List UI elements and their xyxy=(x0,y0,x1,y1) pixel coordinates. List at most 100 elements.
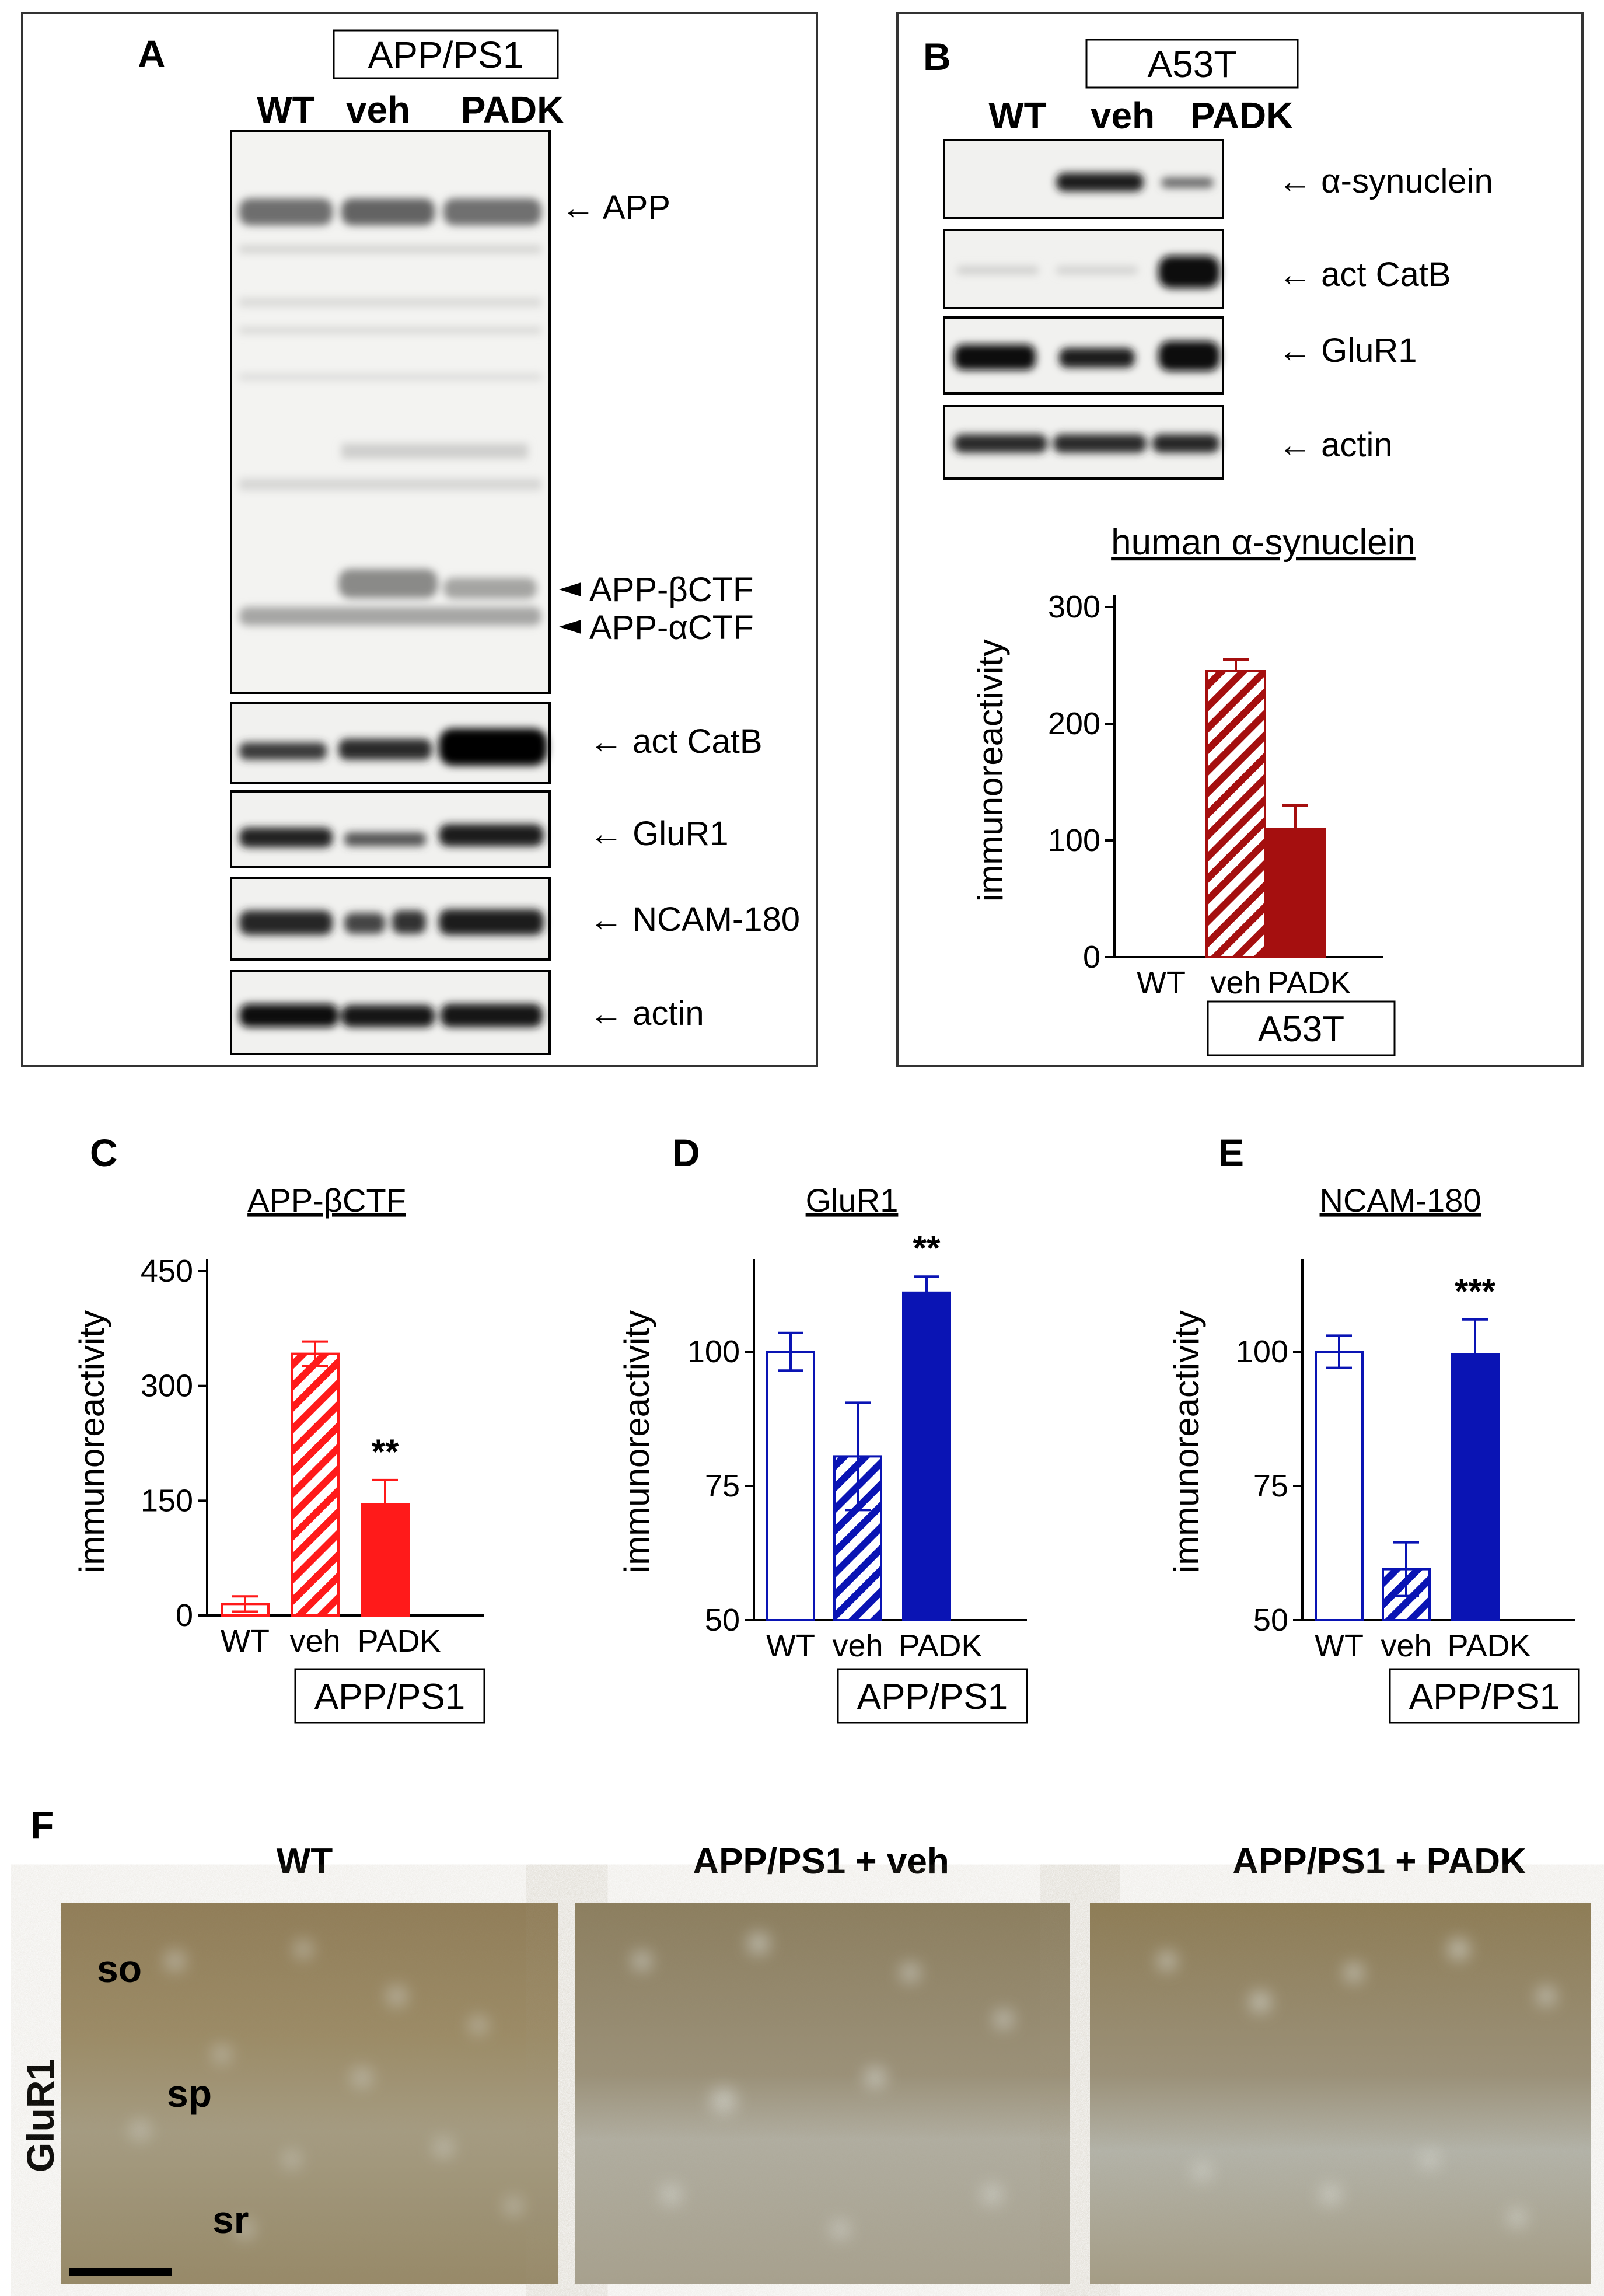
group-label: A53T xyxy=(1258,1009,1344,1049)
panel-e-letter: E xyxy=(1218,1131,1244,1174)
micrograph-app-padk xyxy=(1090,1903,1591,2284)
panel-d-letter: D xyxy=(672,1131,700,1174)
y-tick-label: 100 xyxy=(1236,1334,1288,1369)
x-tick-label: PADK xyxy=(899,1628,982,1663)
blot-a-glur1 xyxy=(230,790,551,868)
panel-b-lane-wt: WT xyxy=(988,95,1047,137)
label-a-actin: ← actin xyxy=(589,995,704,1032)
x-tick-label: veh xyxy=(1210,965,1261,1000)
label-app: ← APP xyxy=(561,189,670,226)
y-axis-title: immunoreactivity xyxy=(72,1310,111,1573)
y-tick-label: 300 xyxy=(141,1369,193,1404)
significance-marker: ** xyxy=(913,1229,941,1268)
group-label: APP/PS1 xyxy=(857,1677,1008,1717)
panel-c-letter: C xyxy=(90,1131,118,1174)
y-tick-label: 450 xyxy=(141,1254,193,1289)
scale-bar xyxy=(69,2268,172,2276)
panel-b-letter: B xyxy=(923,35,951,78)
x-tick-label: veh xyxy=(1381,1628,1431,1663)
arrowhead-beta-ctf xyxy=(559,582,581,596)
group-label: APP/PS1 xyxy=(314,1677,465,1717)
y-tick-label: 75 xyxy=(1253,1468,1288,1503)
micrograph-title-veh: APP/PS1 + veh xyxy=(693,1841,949,1882)
group-label-box xyxy=(837,1668,1028,1724)
arrowhead-alpha-ctf xyxy=(559,620,581,634)
micrograph-wt: so sp sr xyxy=(61,1903,558,2284)
bar-padk xyxy=(361,1503,410,1617)
chart-b-title: human α-synuclein xyxy=(1111,522,1416,563)
x-tick-label: PADK xyxy=(357,1624,441,1659)
bar-veh xyxy=(1205,670,1266,958)
blot-b-glur1 xyxy=(943,316,1224,395)
y-tick-label: 0 xyxy=(176,1598,193,1633)
x-tick-label: PADK xyxy=(1267,965,1351,1000)
y-tick-label: 100 xyxy=(687,1334,740,1369)
significance-marker: *** xyxy=(1455,1272,1496,1311)
label-app-beta-ctf: APP-βCTF xyxy=(589,571,753,609)
bar-veh xyxy=(291,1352,340,1617)
chart-d: GluR1 50 75 100 immunoreactivity WT veh PADK ** A… xyxy=(617,1182,1028,1724)
bar-padk xyxy=(1265,828,1326,958)
bar-wt xyxy=(766,1351,815,1621)
micrograph-app-veh xyxy=(575,1903,1070,2284)
chart-e-title: NCAM-180 xyxy=(1320,1182,1481,1219)
panel-a-lane-veh: veh xyxy=(346,89,410,131)
significance-marker: ** xyxy=(372,1432,399,1471)
y-axis-title: immunoreactivity xyxy=(617,1310,656,1573)
region-sp: sp xyxy=(167,2072,212,2115)
y-tick-label: 50 xyxy=(705,1603,740,1638)
panel-a-lane-padk: PADK xyxy=(461,89,564,131)
region-so: so xyxy=(97,1947,142,1990)
panel-a: A APP/PS1 WT veh PADK ← APP xyxy=(21,12,818,1067)
panel-b-lane-veh: veh xyxy=(1091,95,1155,137)
panel-a-group-label: APP/PS1 xyxy=(368,34,524,76)
y-axis-title: immunoreactivity xyxy=(971,639,1010,902)
x-tick-label: WT xyxy=(766,1628,815,1663)
y-tick-label: 100 xyxy=(1048,823,1100,858)
blot-b-syn xyxy=(943,139,1224,219)
panel-f-letter: F xyxy=(30,1803,54,1847)
band-ctf-beta-veh xyxy=(338,569,438,598)
band-app-veh xyxy=(341,198,435,225)
row-label-glur1: GluR1 xyxy=(19,2059,62,2172)
panel-f: F WT APP/PS1 + veh APP/PS1 + PADK GluR1 … xyxy=(19,1803,1591,2284)
micrograph-title-padk: APP/PS1 + PADK xyxy=(1232,1841,1526,1882)
label-a-catb: ← act CatB xyxy=(589,723,763,760)
group-label-box xyxy=(1389,1668,1580,1724)
chart-b: human α-synuclein 0 100 200 300 immunoreactiv… xyxy=(971,522,1416,1056)
y-tick-label: 75 xyxy=(705,1468,740,1503)
blot-b-actin xyxy=(943,405,1224,480)
x-tick-label: WT xyxy=(1315,1628,1364,1663)
panel-b: B A53T WT veh PADK ← α-synuclein ← act C… xyxy=(896,12,1584,1067)
group-label: APP/PS1 xyxy=(1409,1677,1560,1717)
group-label-box xyxy=(1207,1000,1396,1056)
chart-d-title: GluR1 xyxy=(806,1182,899,1219)
region-sr: sr xyxy=(212,2198,249,2241)
label-a-glur1: ← GluR1 xyxy=(589,815,729,853)
y-tick-label: 50 xyxy=(1253,1603,1288,1638)
y-axis-title: immunoreactivity xyxy=(1167,1310,1206,1573)
label-b-glur1: ← GluR1 xyxy=(1278,332,1417,369)
panel-b-lane-padk: PADK xyxy=(1190,95,1294,137)
label-b-actin: ← actin xyxy=(1278,426,1393,464)
label-a-ncam: ← NCAM-180 xyxy=(589,901,800,938)
x-tick-label: veh xyxy=(832,1628,883,1663)
y-tick-label: 0 xyxy=(1083,940,1100,975)
label-app-alpha-ctf: APP-αCTF xyxy=(589,609,754,647)
panel-b-group-label: A53T xyxy=(1148,43,1237,85)
blot-b-catb xyxy=(943,229,1224,309)
x-tick-label: PADK xyxy=(1447,1628,1530,1663)
group-label-box xyxy=(294,1668,485,1724)
chart-c-title: APP-βCTF xyxy=(247,1182,406,1219)
label-b-catb: ← act CatB xyxy=(1278,256,1451,294)
x-tick-label: WT xyxy=(221,1624,270,1659)
band-ctf-alpha xyxy=(239,607,541,626)
label-b-syn: ← α-synuclein xyxy=(1278,162,1493,200)
bar-padk xyxy=(1451,1353,1500,1622)
band-ctf-beta-padk xyxy=(443,578,537,599)
micrograph-title-wt: WT xyxy=(277,1841,333,1882)
band-app-padk xyxy=(443,198,541,225)
x-tick-label: WT xyxy=(1137,965,1186,1000)
panel-a-letter: A xyxy=(138,32,166,75)
